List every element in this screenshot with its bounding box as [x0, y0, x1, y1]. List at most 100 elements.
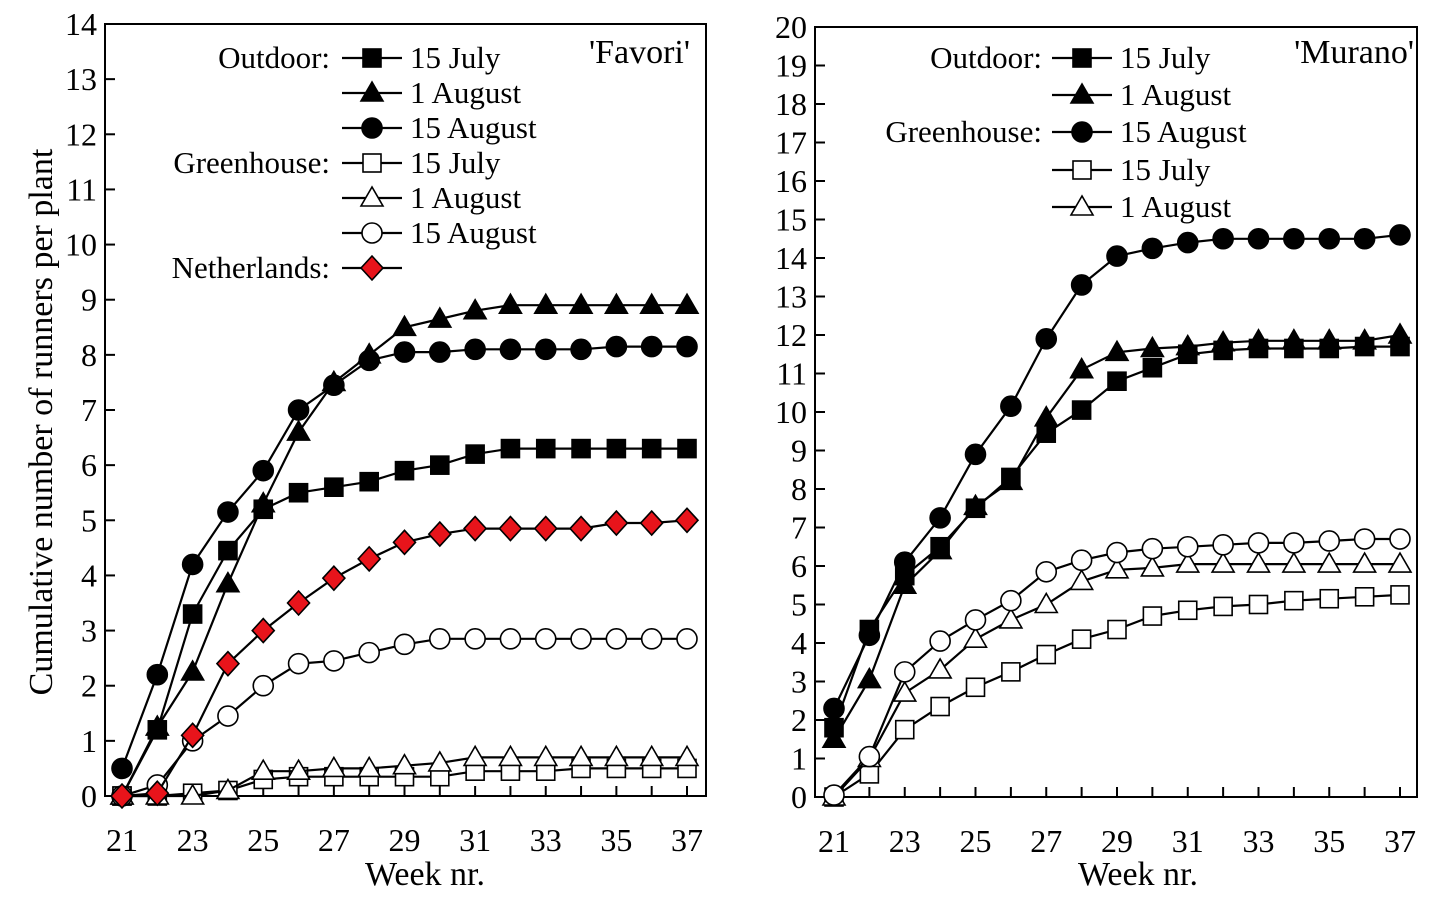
data-point — [823, 697, 845, 720]
data-point — [499, 338, 522, 361]
data-point — [965, 677, 986, 698]
legend-entry-label: 15 August — [1120, 114, 1247, 149]
data-point — [927, 538, 953, 560]
data-point — [677, 438, 697, 459]
data-point — [357, 545, 382, 573]
data-point — [1281, 328, 1307, 350]
data-point — [462, 744, 488, 767]
data-point — [1316, 328, 1342, 350]
data-point — [1106, 245, 1128, 267]
data-point — [534, 338, 557, 361]
y-tick-label: 5 — [791, 587, 807, 623]
data-point — [464, 338, 486, 361]
data-point — [1352, 328, 1378, 350]
legend-marker — [361, 222, 383, 244]
x-tick-label: 31 — [459, 822, 491, 858]
data-point — [321, 565, 346, 592]
series-2 — [111, 335, 698, 780]
series-line — [832, 345, 1400, 729]
y-tick-label: 11 — [66, 171, 97, 207]
data-point — [1107, 619, 1127, 640]
y-tick-label: 19 — [775, 48, 807, 84]
data-point — [533, 515, 558, 542]
y-tick-label: 5 — [81, 502, 97, 538]
data-point — [1353, 528, 1376, 550]
data-point — [145, 780, 170, 807]
data-point — [251, 617, 276, 644]
y-tick-label: 18 — [775, 86, 807, 122]
data-point — [1389, 224, 1411, 246]
data-point — [1036, 423, 1057, 443]
y-tick-label: 8 — [81, 337, 97, 373]
data-point — [1070, 549, 1093, 572]
data-point — [109, 782, 135, 810]
series-line — [121, 447, 687, 797]
data-point — [180, 783, 206, 805]
data-point — [640, 335, 663, 358]
legend-entry-label: 15 July — [1120, 40, 1211, 75]
y-tick-label: 2 — [791, 702, 807, 738]
x-tick-label: 37 — [1384, 823, 1416, 859]
data-point — [324, 477, 344, 498]
data-point — [217, 705, 239, 727]
data-point — [1069, 568, 1095, 591]
data-point — [1318, 530, 1341, 552]
data-point — [1069, 357, 1095, 379]
data-point — [1106, 541, 1128, 564]
legend-marker — [1072, 160, 1092, 180]
data-point — [568, 515, 594, 542]
legend-marker — [1071, 121, 1093, 143]
data-point — [463, 515, 488, 542]
data-point — [640, 628, 663, 650]
series-6 — [109, 507, 700, 810]
y-tick-label: 6 — [791, 548, 807, 584]
data-point — [568, 744, 594, 767]
y-tick-label: 6 — [81, 447, 97, 483]
data-point — [1246, 328, 1271, 350]
legend-entry-label: 1 August — [1120, 77, 1231, 112]
data-point — [464, 628, 486, 650]
y-tick-label: 4 — [81, 557, 97, 593]
y-tick-label: 3 — [791, 664, 807, 700]
x-tick-label: 29 — [1101, 823, 1133, 859]
data-point — [1142, 357, 1163, 378]
data-point — [323, 650, 345, 672]
data-point — [1000, 589, 1022, 612]
series-5 — [823, 528, 1411, 806]
y-tick-label: 15 — [775, 202, 807, 238]
data-point — [1175, 333, 1201, 356]
data-point — [358, 349, 380, 372]
legend-marker — [362, 153, 382, 173]
y-tick-label: 0 — [791, 779, 807, 815]
y-tick-label: 2 — [81, 668, 97, 704]
data-point — [499, 628, 522, 650]
data-point — [1000, 395, 1022, 418]
y-tick-label: 13 — [65, 61, 97, 97]
data-point — [676, 335, 698, 358]
legend-marker — [1069, 194, 1095, 216]
legend-entry-label: 15 July — [410, 145, 501, 180]
data-point — [180, 659, 206, 681]
data-point — [392, 529, 417, 556]
data-point — [892, 572, 918, 595]
x-axis-label: Week nr. — [1078, 856, 1198, 893]
y-tick-label: 12 — [775, 317, 807, 353]
y-tick-label: 11 — [776, 356, 807, 392]
data-point — [930, 696, 950, 717]
data-point — [639, 509, 664, 537]
x-tick-label: 33 — [530, 822, 562, 858]
data-point — [181, 553, 204, 576]
data-point — [893, 551, 916, 573]
data-point — [674, 292, 700, 315]
data-point — [1316, 551, 1342, 573]
data-point — [568, 292, 594, 315]
data-point — [571, 438, 591, 459]
data-point — [963, 626, 988, 648]
data-point — [394, 460, 415, 481]
data-point — [1281, 551, 1307, 573]
legend-entry-label: 1 August — [410, 75, 521, 110]
data-point — [287, 399, 310, 421]
data-point — [1001, 662, 1021, 682]
